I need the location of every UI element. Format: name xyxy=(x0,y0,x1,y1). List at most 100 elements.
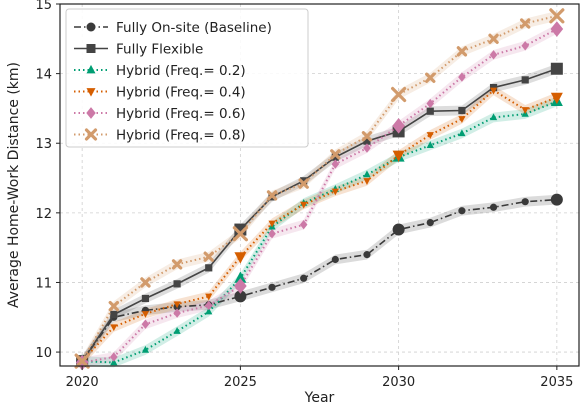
data-point xyxy=(300,274,308,282)
data-point xyxy=(300,177,308,185)
data-point xyxy=(234,271,247,283)
data-point xyxy=(110,352,118,362)
x-marker-stroke xyxy=(425,72,436,83)
data-point xyxy=(173,280,181,288)
x-marker-stroke xyxy=(84,128,98,141)
data-point xyxy=(268,220,276,228)
legend-marker xyxy=(86,107,96,119)
data-point xyxy=(489,113,498,121)
data-point xyxy=(141,345,150,353)
data-point xyxy=(361,131,373,142)
data-point xyxy=(141,294,150,303)
legend-item-0: Fully On-site (Baseline) xyxy=(74,20,272,36)
series-3 xyxy=(76,87,563,369)
data-point xyxy=(521,41,529,51)
series-5 xyxy=(74,8,565,369)
x-marker-stroke xyxy=(361,131,373,142)
data-point xyxy=(331,188,339,196)
legend-item-5: Hybrid (Freq.= 0.8) xyxy=(74,128,246,144)
x-tick-label: 2025 xyxy=(224,375,257,390)
y-tick-label: 10 xyxy=(35,346,52,361)
data-point xyxy=(110,324,118,332)
data-point xyxy=(521,198,529,206)
y-tick-label: 14 xyxy=(35,68,52,83)
legend-item-2: Hybrid (Freq.= 0.2) xyxy=(74,63,246,79)
data-point xyxy=(300,201,308,209)
legend-marker xyxy=(86,64,96,74)
x-marker-stroke xyxy=(488,33,499,45)
data-point xyxy=(363,170,371,178)
legend-marker xyxy=(86,22,96,32)
legend-label: Hybrid (Freq.= 0.6) xyxy=(116,106,246,122)
data-point xyxy=(549,8,565,24)
data-point xyxy=(363,251,371,259)
x-marker-stroke xyxy=(74,353,90,369)
series-line xyxy=(81,198,557,362)
data-point xyxy=(426,218,434,227)
data-point xyxy=(458,129,466,137)
data-point xyxy=(550,62,563,75)
data-point xyxy=(203,251,214,262)
data-point xyxy=(298,178,309,189)
data-point xyxy=(299,220,308,230)
legend: Fully On-site (Baseline) Fully Flexible Hy… xyxy=(65,8,309,148)
x-marker-stroke xyxy=(330,149,341,160)
data-point xyxy=(363,178,371,185)
data-point xyxy=(234,290,247,303)
confidence-bands xyxy=(82,10,557,368)
data-point xyxy=(331,159,340,169)
x-marker-stroke xyxy=(266,190,278,201)
y-axis-ticks: 10 11 12 13 14 15 xyxy=(35,0,60,361)
plot-frame xyxy=(59,3,580,367)
data-point xyxy=(74,353,90,369)
data-point xyxy=(205,264,213,272)
x-marker-stroke xyxy=(232,226,248,242)
data-point xyxy=(391,86,407,103)
legend-marker xyxy=(86,88,96,97)
data-point xyxy=(268,229,276,239)
series-line xyxy=(81,89,558,362)
series-lines xyxy=(74,8,565,371)
data-point xyxy=(141,311,150,318)
x-marker-stroke xyxy=(391,86,407,103)
data-point xyxy=(363,137,371,145)
x-axis-ticks: 2020 2025 2030 2035 xyxy=(66,366,573,390)
series-line xyxy=(81,14,558,362)
data-point xyxy=(458,116,466,124)
data-point xyxy=(425,72,436,83)
data-point xyxy=(330,149,341,160)
y-axis-title: Average Home-Work Distance (km) xyxy=(6,62,22,308)
data-point xyxy=(392,118,405,134)
data-point xyxy=(392,223,405,236)
legend-item-1: Fully Flexible xyxy=(74,42,203,58)
y-tick-label: 15 xyxy=(35,0,52,13)
data-point xyxy=(140,277,151,288)
x-marker-stroke xyxy=(140,277,151,288)
legend-item-3: Hybrid (Freq.= 0.4) xyxy=(74,85,246,101)
data-point xyxy=(488,33,499,45)
data-point xyxy=(331,153,339,161)
data-point xyxy=(521,76,529,84)
x-marker-stroke xyxy=(171,259,183,270)
data-point xyxy=(173,301,181,309)
data-point xyxy=(173,327,181,334)
legend-label: Fully On-site (Baseline) xyxy=(116,20,272,36)
data-point xyxy=(426,132,434,140)
data-point xyxy=(331,255,339,264)
data-point xyxy=(458,207,466,215)
data-point xyxy=(489,83,498,92)
data-point xyxy=(426,107,434,115)
confidence-band xyxy=(82,24,557,368)
data-point xyxy=(550,92,563,105)
data-point xyxy=(108,300,119,312)
data-point xyxy=(489,50,498,60)
data-point xyxy=(489,87,498,95)
data-point xyxy=(426,98,435,109)
data-point xyxy=(520,18,531,29)
legend-box xyxy=(65,8,309,148)
x-marker-stroke xyxy=(456,46,468,57)
data-point xyxy=(363,143,371,153)
data-point xyxy=(234,278,247,294)
x-marker-stroke xyxy=(520,18,531,29)
data-point xyxy=(110,358,118,366)
